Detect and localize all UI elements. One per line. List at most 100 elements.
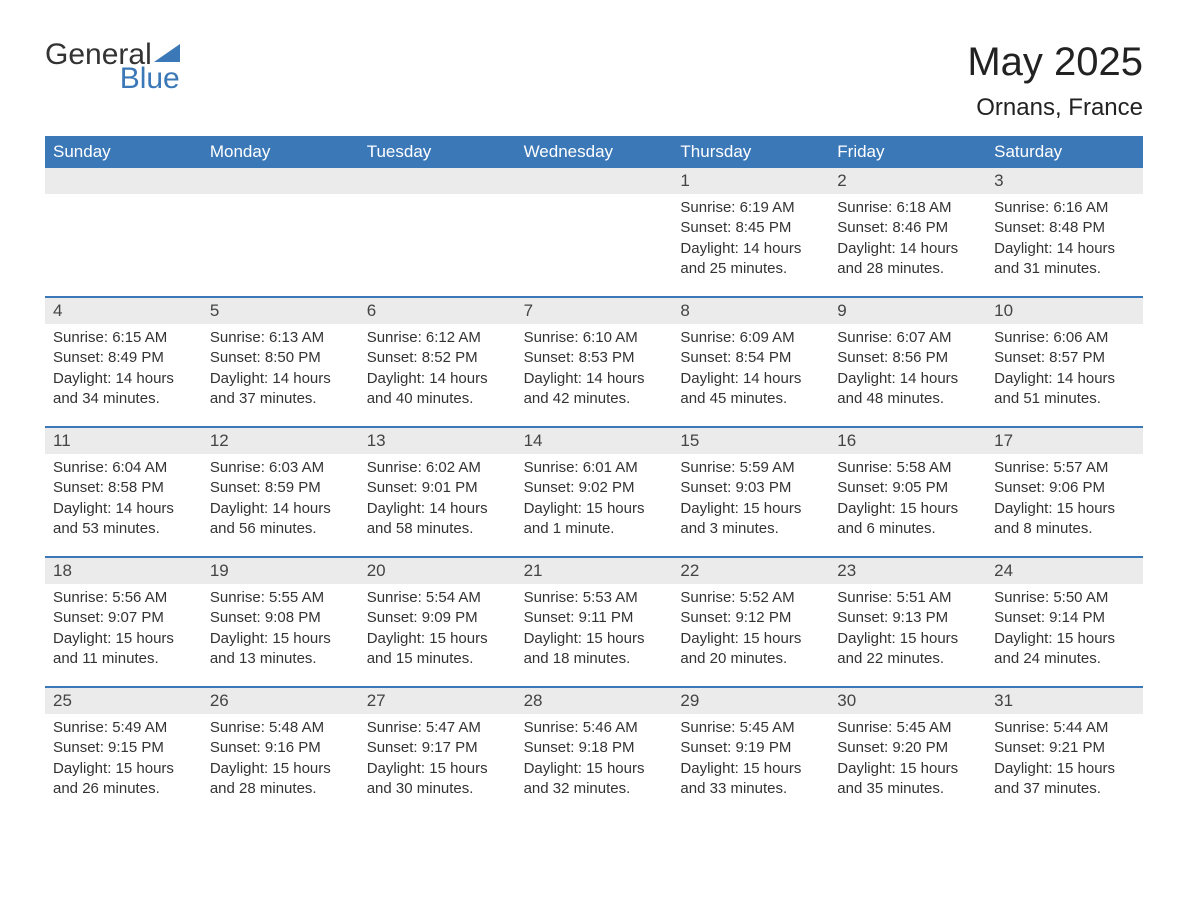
day-body: Sunrise: 5:51 AMSunset: 9:13 PMDaylight:… xyxy=(829,584,986,679)
day-body: Sunrise: 6:15 AMSunset: 8:49 PMDaylight:… xyxy=(45,324,202,419)
day-body: Sunrise: 5:54 AMSunset: 9:09 PMDaylight:… xyxy=(359,584,516,679)
sunrise: Sunrise: 5:54 AM xyxy=(367,588,508,608)
sunrise: Sunrise: 5:44 AM xyxy=(994,718,1135,738)
day-number: 19 xyxy=(202,558,359,584)
sunrise: Sunrise: 6:06 AM xyxy=(994,328,1135,348)
day-body: Sunrise: 6:04 AMSunset: 8:58 PMDaylight:… xyxy=(45,454,202,549)
day-body: Sunrise: 5:52 AMSunset: 9:12 PMDaylight:… xyxy=(672,584,829,679)
sunrise: Sunrise: 5:55 AM xyxy=(210,588,351,608)
daylight: Daylight: 14 hours and 58 minutes. xyxy=(367,499,508,540)
daylight: Daylight: 15 hours and 33 minutes. xyxy=(680,759,821,800)
week-row: 4Sunrise: 6:15 AMSunset: 8:49 PMDaylight… xyxy=(45,296,1143,426)
sunset: Sunset: 9:03 PM xyxy=(680,478,821,498)
day-cell-30: 30Sunrise: 5:45 AMSunset: 9:20 PMDayligh… xyxy=(829,688,986,816)
weekday-row: SundayMondayTuesdayWednesdayThursdayFrid… xyxy=(45,136,1143,168)
daylight: Daylight: 15 hours and 8 minutes. xyxy=(994,499,1135,540)
daylight: Daylight: 15 hours and 32 minutes. xyxy=(524,759,665,800)
weekday-thursday: Thursday xyxy=(672,136,829,168)
day-number: 5 xyxy=(202,298,359,324)
day-number xyxy=(359,168,516,194)
daylight: Daylight: 15 hours and 18 minutes. xyxy=(524,629,665,670)
sunset: Sunset: 9:17 PM xyxy=(367,738,508,758)
sunset: Sunset: 9:16 PM xyxy=(210,738,351,758)
daylight: Daylight: 14 hours and 37 minutes. xyxy=(210,369,351,410)
day-number: 7 xyxy=(516,298,673,324)
sunset: Sunset: 9:07 PM xyxy=(53,608,194,628)
day-number: 14 xyxy=(516,428,673,454)
sunrise: Sunrise: 6:02 AM xyxy=(367,458,508,478)
sunrise: Sunrise: 6:09 AM xyxy=(680,328,821,348)
day-body: Sunrise: 6:13 AMSunset: 8:50 PMDaylight:… xyxy=(202,324,359,419)
location: Ornans, France xyxy=(967,94,1143,122)
daylight: Daylight: 14 hours and 45 minutes. xyxy=(680,369,821,410)
day-cell-19: 19Sunrise: 5:55 AMSunset: 9:08 PMDayligh… xyxy=(202,558,359,686)
day-body: Sunrise: 5:50 AMSunset: 9:14 PMDaylight:… xyxy=(986,584,1143,679)
sunset: Sunset: 8:49 PM xyxy=(53,348,194,368)
sunset: Sunset: 9:15 PM xyxy=(53,738,194,758)
daylight: Daylight: 15 hours and 37 minutes. xyxy=(994,759,1135,800)
day-body: Sunrise: 6:01 AMSunset: 9:02 PMDaylight:… xyxy=(516,454,673,549)
day-body: Sunrise: 5:49 AMSunset: 9:15 PMDaylight:… xyxy=(45,714,202,809)
week-row: 1Sunrise: 6:19 AMSunset: 8:45 PMDaylight… xyxy=(45,168,1143,296)
day-cell-1: 1Sunrise: 6:19 AMSunset: 8:45 PMDaylight… xyxy=(672,168,829,296)
sunrise: Sunrise: 6:01 AM xyxy=(524,458,665,478)
day-cell-7: 7Sunrise: 6:10 AMSunset: 8:53 PMDaylight… xyxy=(516,298,673,426)
day-body: Sunrise: 5:53 AMSunset: 9:11 PMDaylight:… xyxy=(516,584,673,679)
day-cell-empty xyxy=(45,168,202,296)
daylight: Daylight: 15 hours and 22 minutes. xyxy=(837,629,978,670)
day-cell-2: 2Sunrise: 6:18 AMSunset: 8:46 PMDaylight… xyxy=(829,168,986,296)
day-number: 12 xyxy=(202,428,359,454)
day-body: Sunrise: 5:46 AMSunset: 9:18 PMDaylight:… xyxy=(516,714,673,809)
daylight: Daylight: 14 hours and 56 minutes. xyxy=(210,499,351,540)
daylight: Daylight: 14 hours and 53 minutes. xyxy=(53,499,194,540)
sunrise: Sunrise: 5:46 AM xyxy=(524,718,665,738)
sunrise: Sunrise: 5:48 AM xyxy=(210,718,351,738)
day-number: 6 xyxy=(359,298,516,324)
day-cell-27: 27Sunrise: 5:47 AMSunset: 9:17 PMDayligh… xyxy=(359,688,516,816)
day-cell-10: 10Sunrise: 6:06 AMSunset: 8:57 PMDayligh… xyxy=(986,298,1143,426)
week-row: 25Sunrise: 5:49 AMSunset: 9:15 PMDayligh… xyxy=(45,686,1143,816)
weekday-sunday: Sunday xyxy=(45,136,202,168)
daylight: Daylight: 14 hours and 42 minutes. xyxy=(524,369,665,410)
sunset: Sunset: 9:11 PM xyxy=(524,608,665,628)
sunrise: Sunrise: 6:18 AM xyxy=(837,198,978,218)
day-body: Sunrise: 5:58 AMSunset: 9:05 PMDaylight:… xyxy=(829,454,986,549)
day-cell-31: 31Sunrise: 5:44 AMSunset: 9:21 PMDayligh… xyxy=(986,688,1143,816)
calendar: SundayMondayTuesdayWednesdayThursdayFrid… xyxy=(45,136,1143,816)
daylight: Daylight: 15 hours and 35 minutes. xyxy=(837,759,978,800)
day-cell-13: 13Sunrise: 6:02 AMSunset: 9:01 PMDayligh… xyxy=(359,428,516,556)
day-number: 10 xyxy=(986,298,1143,324)
sunset: Sunset: 8:46 PM xyxy=(837,218,978,238)
sunrise: Sunrise: 6:15 AM xyxy=(53,328,194,348)
sunset: Sunset: 8:56 PM xyxy=(837,348,978,368)
daylight: Daylight: 15 hours and 24 minutes. xyxy=(994,629,1135,670)
sunset: Sunset: 8:53 PM xyxy=(524,348,665,368)
day-body: Sunrise: 5:44 AMSunset: 9:21 PMDaylight:… xyxy=(986,714,1143,809)
sunset: Sunset: 9:19 PM xyxy=(680,738,821,758)
day-number: 8 xyxy=(672,298,829,324)
day-cell-20: 20Sunrise: 5:54 AMSunset: 9:09 PMDayligh… xyxy=(359,558,516,686)
sunset: Sunset: 9:06 PM xyxy=(994,478,1135,498)
sunrise: Sunrise: 6:07 AM xyxy=(837,328,978,348)
daylight: Daylight: 15 hours and 1 minute. xyxy=(524,499,665,540)
day-cell-empty xyxy=(516,168,673,296)
daylight: Daylight: 15 hours and 28 minutes. xyxy=(210,759,351,800)
day-cell-23: 23Sunrise: 5:51 AMSunset: 9:13 PMDayligh… xyxy=(829,558,986,686)
sunset: Sunset: 8:59 PM xyxy=(210,478,351,498)
sunrise: Sunrise: 5:57 AM xyxy=(994,458,1135,478)
day-cell-3: 3Sunrise: 6:16 AMSunset: 8:48 PMDaylight… xyxy=(986,168,1143,296)
daylight: Daylight: 14 hours and 34 minutes. xyxy=(53,369,194,410)
weekday-tuesday: Tuesday xyxy=(359,136,516,168)
day-number: 17 xyxy=(986,428,1143,454)
day-cell-6: 6Sunrise: 6:12 AMSunset: 8:52 PMDaylight… xyxy=(359,298,516,426)
day-cell-8: 8Sunrise: 6:09 AMSunset: 8:54 PMDaylight… xyxy=(672,298,829,426)
day-body: Sunrise: 6:02 AMSunset: 9:01 PMDaylight:… xyxy=(359,454,516,549)
sunset: Sunset: 9:18 PM xyxy=(524,738,665,758)
day-body: Sunrise: 5:59 AMSunset: 9:03 PMDaylight:… xyxy=(672,454,829,549)
day-number: 27 xyxy=(359,688,516,714)
sunset: Sunset: 9:12 PM xyxy=(680,608,821,628)
day-number: 31 xyxy=(986,688,1143,714)
day-number: 24 xyxy=(986,558,1143,584)
day-number: 21 xyxy=(516,558,673,584)
day-cell-5: 5Sunrise: 6:13 AMSunset: 8:50 PMDaylight… xyxy=(202,298,359,426)
